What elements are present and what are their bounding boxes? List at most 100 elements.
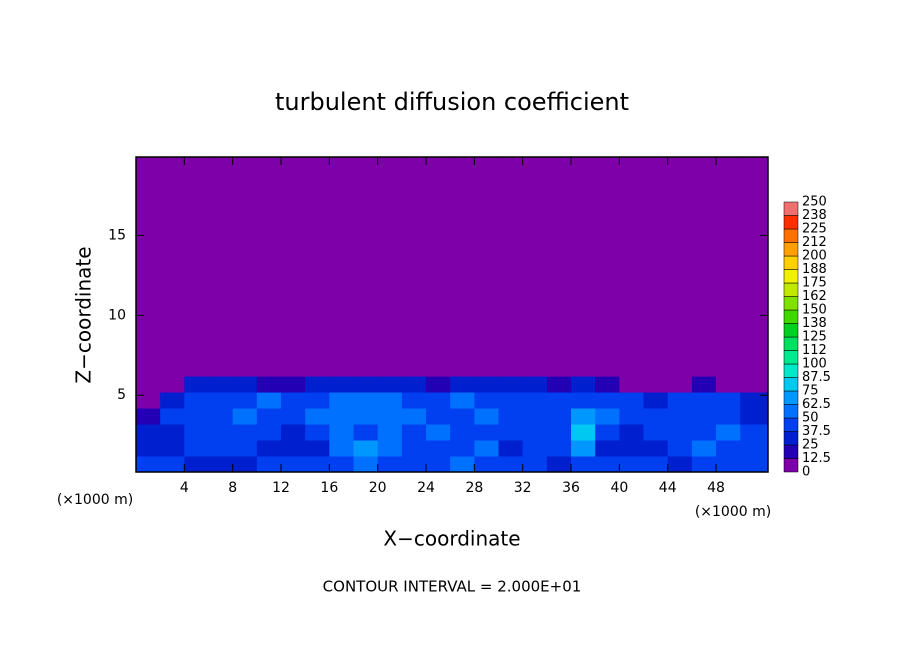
- cell: [595, 456, 620, 473]
- cell: [522, 424, 548, 441]
- cell: [667, 440, 693, 457]
- colorbar-label: 25: [802, 438, 819, 453]
- cell: [643, 376, 669, 393]
- cell: [716, 408, 741, 425]
- cell: [474, 376, 500, 393]
- colorbar-label: 50: [802, 411, 819, 426]
- cell: [595, 376, 620, 393]
- cell: [208, 456, 234, 473]
- cell: [716, 424, 741, 441]
- cell: [377, 157, 403, 377]
- colorbar-label: 0: [802, 465, 810, 480]
- cell: [377, 440, 403, 457]
- cell: [208, 408, 234, 425]
- cell: [450, 157, 475, 377]
- x-tick-label: 12: [272, 480, 290, 496]
- colorbar-band: [783, 431, 799, 446]
- colorbar-band: [783, 363, 799, 378]
- cell: [571, 440, 596, 457]
- cell: [450, 440, 475, 457]
- cell: [619, 376, 645, 393]
- cell: [281, 157, 306, 377]
- cell: [305, 392, 330, 409]
- cell: [281, 440, 306, 457]
- cell: [716, 440, 741, 457]
- cell: [474, 392, 500, 409]
- cell: [667, 408, 693, 425]
- cell: [450, 392, 475, 409]
- cell: [184, 376, 210, 393]
- x-tick-label: 4: [180, 480, 189, 496]
- colorbar-label: 12.5: [802, 451, 831, 466]
- cell: [208, 157, 234, 377]
- cell: [595, 408, 620, 425]
- colorbar-band: [783, 444, 799, 459]
- colorbar-band: [783, 417, 799, 432]
- cell: [498, 157, 524, 377]
- cell: [329, 456, 355, 473]
- cell: [232, 376, 258, 393]
- colorbar-label: 138: [802, 316, 827, 331]
- cell: [232, 408, 258, 425]
- cell: [208, 392, 234, 409]
- cell: [377, 392, 403, 409]
- cell: [329, 157, 355, 377]
- cell: [716, 157, 741, 377]
- y-tick-label: 15: [108, 227, 126, 243]
- cell: [208, 440, 234, 457]
- cell: [401, 376, 427, 393]
- cell: [426, 157, 451, 377]
- cell: [160, 440, 185, 457]
- cell: [256, 424, 282, 441]
- cell: [401, 456, 427, 473]
- cell: [643, 408, 669, 425]
- cell: [136, 456, 161, 473]
- cell: [546, 376, 572, 393]
- cell: [160, 424, 185, 441]
- cell: [474, 440, 500, 457]
- cell: [474, 408, 500, 425]
- cell: [667, 157, 693, 377]
- cell: [426, 392, 451, 409]
- colorbar-band: [783, 336, 799, 351]
- y-tick-label: 5: [117, 387, 126, 403]
- colorbar-band: [783, 282, 799, 297]
- cell: [353, 408, 379, 425]
- colorbar-label: 100: [802, 357, 827, 372]
- cell: [353, 376, 379, 393]
- cell: [136, 376, 161, 393]
- colorbar-band: [783, 242, 799, 257]
- cell: [691, 408, 717, 425]
- x-tick-label: 48: [707, 480, 725, 496]
- cell: [498, 376, 524, 393]
- cell: [474, 424, 500, 441]
- cell: [184, 424, 210, 441]
- cell: [691, 424, 717, 441]
- cell: [522, 408, 548, 425]
- cell: [256, 440, 282, 457]
- colorbar-label: 75: [802, 384, 819, 399]
- cell: [401, 424, 427, 441]
- cell: [305, 424, 330, 441]
- colorbar-label: 250: [802, 195, 827, 210]
- cell: [160, 408, 185, 425]
- cell: [329, 376, 355, 393]
- y-tick-label: 10: [108, 307, 126, 323]
- cell: [643, 424, 669, 441]
- colorbar-band: [783, 296, 799, 311]
- colorbar-label: 37.5: [802, 424, 831, 439]
- x-tick-label: 8: [228, 480, 237, 496]
- cell: [256, 157, 282, 377]
- cell: [401, 157, 427, 377]
- cell: [329, 440, 355, 457]
- cell: [691, 456, 717, 473]
- cell: [353, 157, 379, 377]
- x-unit: (×1000 m): [695, 504, 771, 520]
- cell: [353, 440, 379, 457]
- colorbar-band: [783, 255, 799, 270]
- x-tick-label: 24: [417, 480, 435, 496]
- cell: [256, 408, 282, 425]
- cell: [498, 440, 524, 457]
- cell: [450, 376, 475, 393]
- x-tick-label: 44: [659, 480, 677, 496]
